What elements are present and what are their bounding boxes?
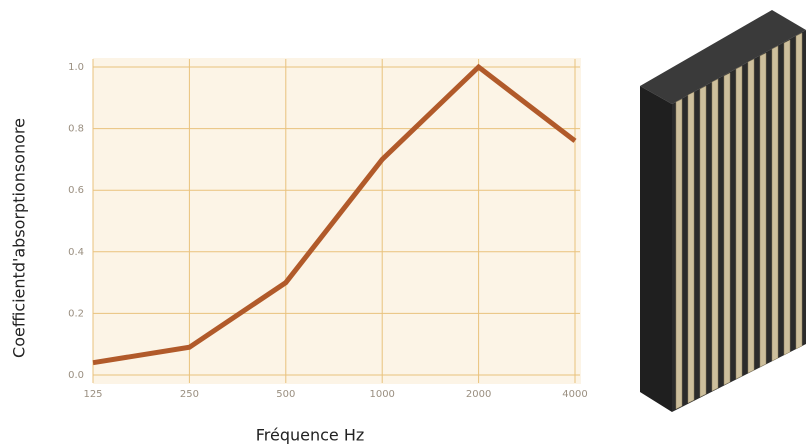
y-tick-label: 0.4 [68, 247, 84, 258]
x-tick-label: 250 [180, 389, 199, 400]
x-tick-label: 1000 [369, 389, 394, 400]
x-tick-label: 4000 [562, 389, 587, 400]
y-tick-label: 1.0 [68, 62, 84, 73]
panel-illustration [640, 10, 806, 412]
x-tick-label: 500 [276, 389, 295, 400]
x-axis-label: Fréquence Hz [256, 426, 365, 445]
page: Fréquence Hz Coefficientd'absorptionsono… [0, 0, 810, 447]
y-tick-label: 0.2 [68, 308, 84, 319]
y-tick-label: 0.6 [68, 185, 84, 196]
y-tick-label: 0.8 [68, 124, 84, 135]
x-tick-label: 2000 [466, 389, 491, 400]
x-tick-label: 125 [83, 389, 102, 400]
y-axis-label: Coefficientd'absorptionsonore [10, 118, 29, 358]
y-tick-label: 0.0 [68, 370, 84, 381]
